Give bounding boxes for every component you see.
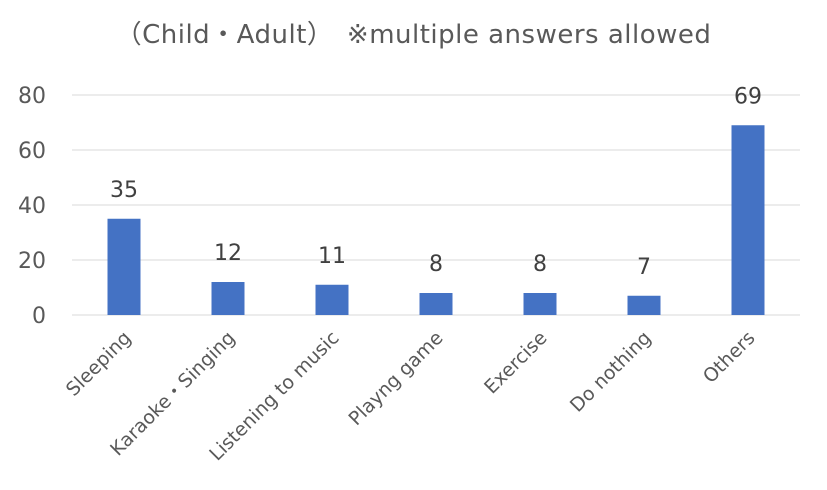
y-tick-label: 0 [32, 304, 46, 329]
bar [419, 293, 453, 315]
data-label: 35 [110, 178, 138, 203]
x-tick-label: Others [699, 327, 760, 388]
data-label: 7 [637, 255, 651, 280]
data-label: 11 [318, 244, 346, 269]
x-tick-label: Sleeping [62, 327, 136, 401]
x-tick-label: Playng game [345, 327, 448, 430]
y-tick-label: 40 [18, 194, 46, 219]
bar [523, 293, 557, 315]
y-tick-label: 20 [18, 249, 46, 274]
x-tick-label: Exercise [480, 327, 551, 398]
bar [211, 282, 245, 315]
data-label: 8 [429, 252, 443, 277]
data-label: 69 [734, 84, 762, 109]
bar [315, 284, 349, 315]
x-tick-label: Do nothing [566, 327, 656, 417]
data-label: 12 [214, 241, 242, 266]
bar [627, 295, 661, 315]
chart-title: （Child・Adult） ※multiple answers allowed [115, 20, 712, 50]
y-tick-label: 80 [18, 84, 46, 109]
data-label: 8 [533, 252, 547, 277]
bar [731, 125, 765, 315]
y-tick-label: 60 [18, 139, 46, 164]
bar [107, 218, 141, 315]
